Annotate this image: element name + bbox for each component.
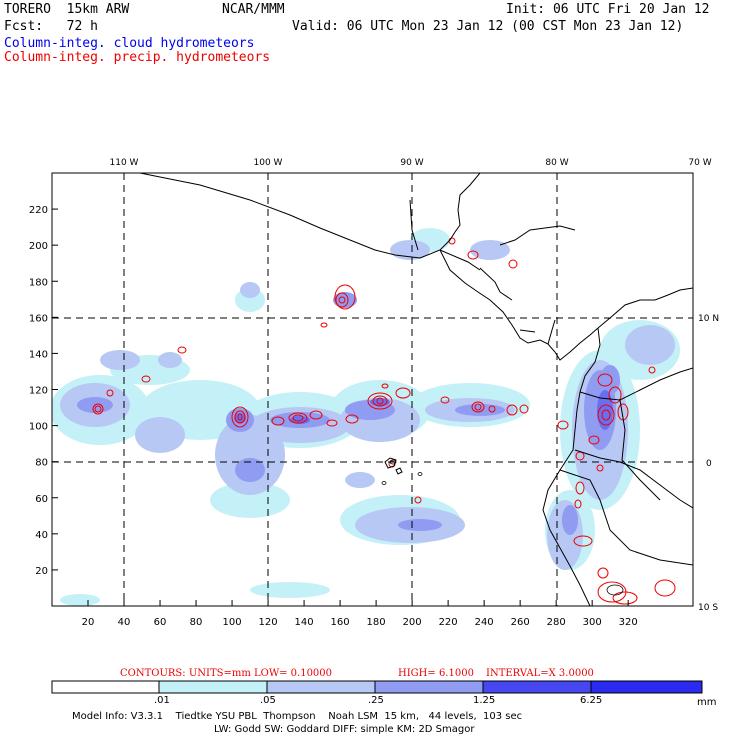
y-tick-label: 20 xyxy=(35,566,48,577)
forecast-hour: Fcst: 72 h xyxy=(4,19,98,34)
lat-lon-grid xyxy=(52,173,693,606)
contour-units: CONTOURS: UNITS=mm LOW= 0.10000 xyxy=(120,668,332,679)
precip-contours xyxy=(92,237,676,605)
x-tick-label: 200 xyxy=(403,617,422,628)
model-info-line2: LW: Godd SW: Goddard DIFF: simple KM: 2D… xyxy=(214,724,475,735)
hydrometeor-shading xyxy=(52,173,693,606)
x-tick-label: 300 xyxy=(583,617,602,628)
y-tick-label: 60 xyxy=(35,494,48,505)
x-tick-label: 80 xyxy=(190,617,203,628)
lon-label-80w: 80 W xyxy=(545,158,568,168)
lon-label-90w: 90 W xyxy=(400,158,423,168)
lat-label-0: 0 xyxy=(706,459,712,469)
field1-label: Column-integ. cloud hydrometeors xyxy=(4,36,255,51)
colorbar-bin-5 xyxy=(482,680,592,694)
x-tick-label: 140 xyxy=(295,617,314,628)
y-tick-label: 160 xyxy=(29,313,48,324)
black-contours xyxy=(381,459,624,596)
x-tick-label: 280 xyxy=(547,617,566,628)
y-tick-label: 220 xyxy=(29,205,48,216)
colorbar-label-3: .25 xyxy=(368,695,384,706)
axis-ticks xyxy=(52,208,629,606)
colorbar-label-5: 6.25 xyxy=(580,695,603,706)
model-name: TORERO 15km ARW xyxy=(4,2,130,17)
lat-label-10s: 10 S xyxy=(698,603,718,613)
valid-time: Valid: 06 UTC Mon 23 Jan 12 (00 CST Mon … xyxy=(292,19,684,34)
x-tick-label: 240 xyxy=(475,617,494,628)
center-name: NCAR/MMM xyxy=(222,2,285,17)
x-tick-label: 20 xyxy=(82,617,95,628)
lon-label-110w: 110 W xyxy=(110,158,139,168)
contour-interval: INTERVAL=X 3.0000 xyxy=(486,668,594,679)
contour-high: HIGH= 6.1000 xyxy=(398,668,474,679)
axis-tick-labels: 20 40 60 80 100 120 140 160 180 200 220 20 40 60 80 100… xyxy=(29,205,638,628)
field2-label: Column-integ. precip. hydrometeors xyxy=(4,50,271,65)
colorbar xyxy=(51,680,703,694)
x-tick-label: 100 xyxy=(223,617,242,628)
colorbar-bin-4 xyxy=(374,680,484,694)
y-tick-label: 140 xyxy=(29,349,48,360)
y-tick-label: 100 xyxy=(29,422,48,433)
galapagos xyxy=(384,457,403,475)
y-tick-label: 80 xyxy=(35,458,48,469)
colorbar-bin-6 xyxy=(590,680,703,694)
model-info-line1: Model Info: V3.3.1 Tiedtke YSU PBL Thomp… xyxy=(72,711,523,722)
y-tick-label: 120 xyxy=(29,386,48,397)
colorbar-unit: mm xyxy=(697,697,717,708)
lon-label-70w: 70 W xyxy=(688,158,711,168)
init-time: Init: 06 UTC Fri 20 Jan 12 xyxy=(506,2,710,17)
lat-label-10n: 10 N xyxy=(698,314,719,324)
lon-label-100w: 100 W xyxy=(254,158,283,168)
coastlines xyxy=(139,173,693,606)
x-tick-label: 160 xyxy=(331,617,350,628)
colorbar-bin-1 xyxy=(51,680,160,694)
colorbar-bin-3 xyxy=(266,680,376,694)
x-tick-label: 320 xyxy=(619,617,638,628)
colorbar-label-4: 1.25 xyxy=(473,695,496,706)
y-tick-label: 40 xyxy=(35,530,48,541)
x-tick-label: 120 xyxy=(259,617,278,628)
y-tick-label: 180 xyxy=(29,277,48,288)
y-tick-label: 200 xyxy=(29,241,48,252)
colorbar-label-2: .05 xyxy=(260,695,276,706)
colorbar-label-1: .01 xyxy=(154,695,170,706)
x-tick-label: 220 xyxy=(439,617,458,628)
x-tick-label: 260 xyxy=(511,617,530,628)
x-tick-label: 60 xyxy=(154,617,167,628)
x-tick-label: 180 xyxy=(367,617,386,628)
colorbar-bin-2 xyxy=(158,680,268,694)
x-tick-label: 40 xyxy=(118,617,131,628)
